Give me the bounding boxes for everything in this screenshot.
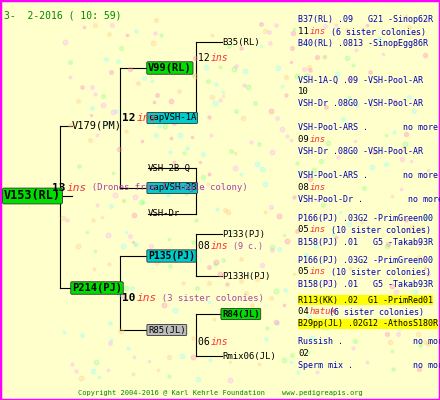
Text: (9 c.): (9 c.) [223,242,263,250]
Text: 3-  2-2016 ( 10: 59): 3- 2-2016 ( 10: 59) [4,10,121,20]
Text: ins: ins [310,28,326,36]
Text: P133(PJ): P133(PJ) [222,230,265,238]
Text: P166(PJ) .03G2 -PrimGreen00: P166(PJ) .03G2 -PrimGreen00 [298,256,433,264]
Text: ins: ins [136,293,157,303]
Text: R85(JL): R85(JL) [148,326,186,334]
Text: capVSH-1A: capVSH-1A [148,114,196,122]
Text: Copyright 2004-2016 @ Karl Kehrle Foundation    www.pedigreapis.org: Copyright 2004-2016 @ Karl Kehrle Founda… [77,390,363,396]
Text: V99(RL): V99(RL) [148,63,192,73]
Text: VSH-Pool-ARS .       no more: VSH-Pool-ARS . no more [298,170,438,180]
Text: capVSH-2B: capVSH-2B [148,184,196,192]
Text: B37(RL) .09   G21 -Sinop62R: B37(RL) .09 G21 -Sinop62R [298,16,433,24]
Text: R84(JL): R84(JL) [222,310,260,318]
Text: VSH-Dr .08G0 -VSH-Pool-AR: VSH-Dr .08G0 -VSH-Pool-AR [298,148,423,156]
Text: Rmix06(JL): Rmix06(JL) [222,352,276,360]
Text: B29pp(JL) .02G12 -AthosS180R: B29pp(JL) .02G12 -AthosS180R [298,320,438,328]
Text: (6 sister colonies): (6 sister colonies) [321,28,426,36]
Text: P133H(PJ): P133H(PJ) [222,272,270,280]
Text: 04: 04 [298,308,314,316]
Text: 12: 12 [198,53,216,63]
Text: ins: ins [66,183,87,193]
Text: P135(PJ): P135(PJ) [148,251,195,261]
Text: (10 sister colonies): (10 sister colonies) [321,268,431,276]
Text: 02: 02 [298,350,309,358]
Text: ins: ins [136,113,157,123]
Text: VSH-Dr .08G0 -VSH-Pool-AR: VSH-Dr .08G0 -VSH-Pool-AR [298,100,423,108]
Text: VSH-Pool-Dr .         no more: VSH-Pool-Dr . no more [298,194,440,204]
Text: hatuk: hatuk [310,308,337,316]
Text: ins: ins [310,182,326,192]
Text: P166(PJ) .03G2 -PrimGreen00: P166(PJ) .03G2 -PrimGreen00 [298,214,433,222]
Text: B158(PJ) .01   G5 -Takab93R: B158(PJ) .01 G5 -Takab93R [298,238,433,246]
Text: 05: 05 [298,268,314,276]
Text: (3 sister colonies): (3 sister colonies) [151,294,264,302]
Text: 08: 08 [198,241,216,251]
Text: 10: 10 [298,88,309,96]
Text: VSH-2B-Q: VSH-2B-Q [148,164,191,172]
Text: P214(PJ): P214(PJ) [72,283,122,293]
Text: ins: ins [310,226,326,234]
Text: ins: ins [211,337,228,347]
Text: 10: 10 [122,293,142,303]
Text: 08: 08 [298,182,314,192]
Text: Sperm mix .            no more: Sperm mix . no more [298,362,440,370]
Text: 05: 05 [298,226,314,234]
Text: (Drones from 1 single colony): (Drones from 1 single colony) [81,184,247,192]
Text: R113(KK) .02  G1 -PrimRed01: R113(KK) .02 G1 -PrimRed01 [298,296,433,304]
Text: VSH-1A-Q .09 -VSH-Pool-AR: VSH-1A-Q .09 -VSH-Pool-AR [298,76,423,84]
Text: B35(RL): B35(RL) [222,38,260,46]
Text: 12: 12 [122,113,142,123]
Text: VSH-Pool-ARS .       no more: VSH-Pool-ARS . no more [298,124,438,132]
Text: ins: ins [310,136,326,144]
Text: (10 sister colonies): (10 sister colonies) [321,226,431,234]
Text: 09: 09 [298,136,314,144]
Text: V179(PM): V179(PM) [72,121,122,131]
Text: B40(RL) .0813 -SinopEgg86R: B40(RL) .0813 -SinopEgg86R [298,40,428,48]
Text: (6 sister colonies): (6 sister colonies) [329,308,424,316]
Text: ins: ins [211,241,228,251]
Text: 06: 06 [198,337,216,347]
Text: ins: ins [310,268,326,276]
Text: 11: 11 [298,28,314,36]
Text: V153(RL): V153(RL) [4,190,61,202]
Text: Russish .              no more: Russish . no more [298,338,440,346]
Text: VSH-Dr: VSH-Dr [148,210,180,218]
Text: 13: 13 [52,183,72,193]
Text: B158(PJ) .01   G5 -Takab93R: B158(PJ) .01 G5 -Takab93R [298,280,433,288]
Text: ins: ins [211,53,228,63]
